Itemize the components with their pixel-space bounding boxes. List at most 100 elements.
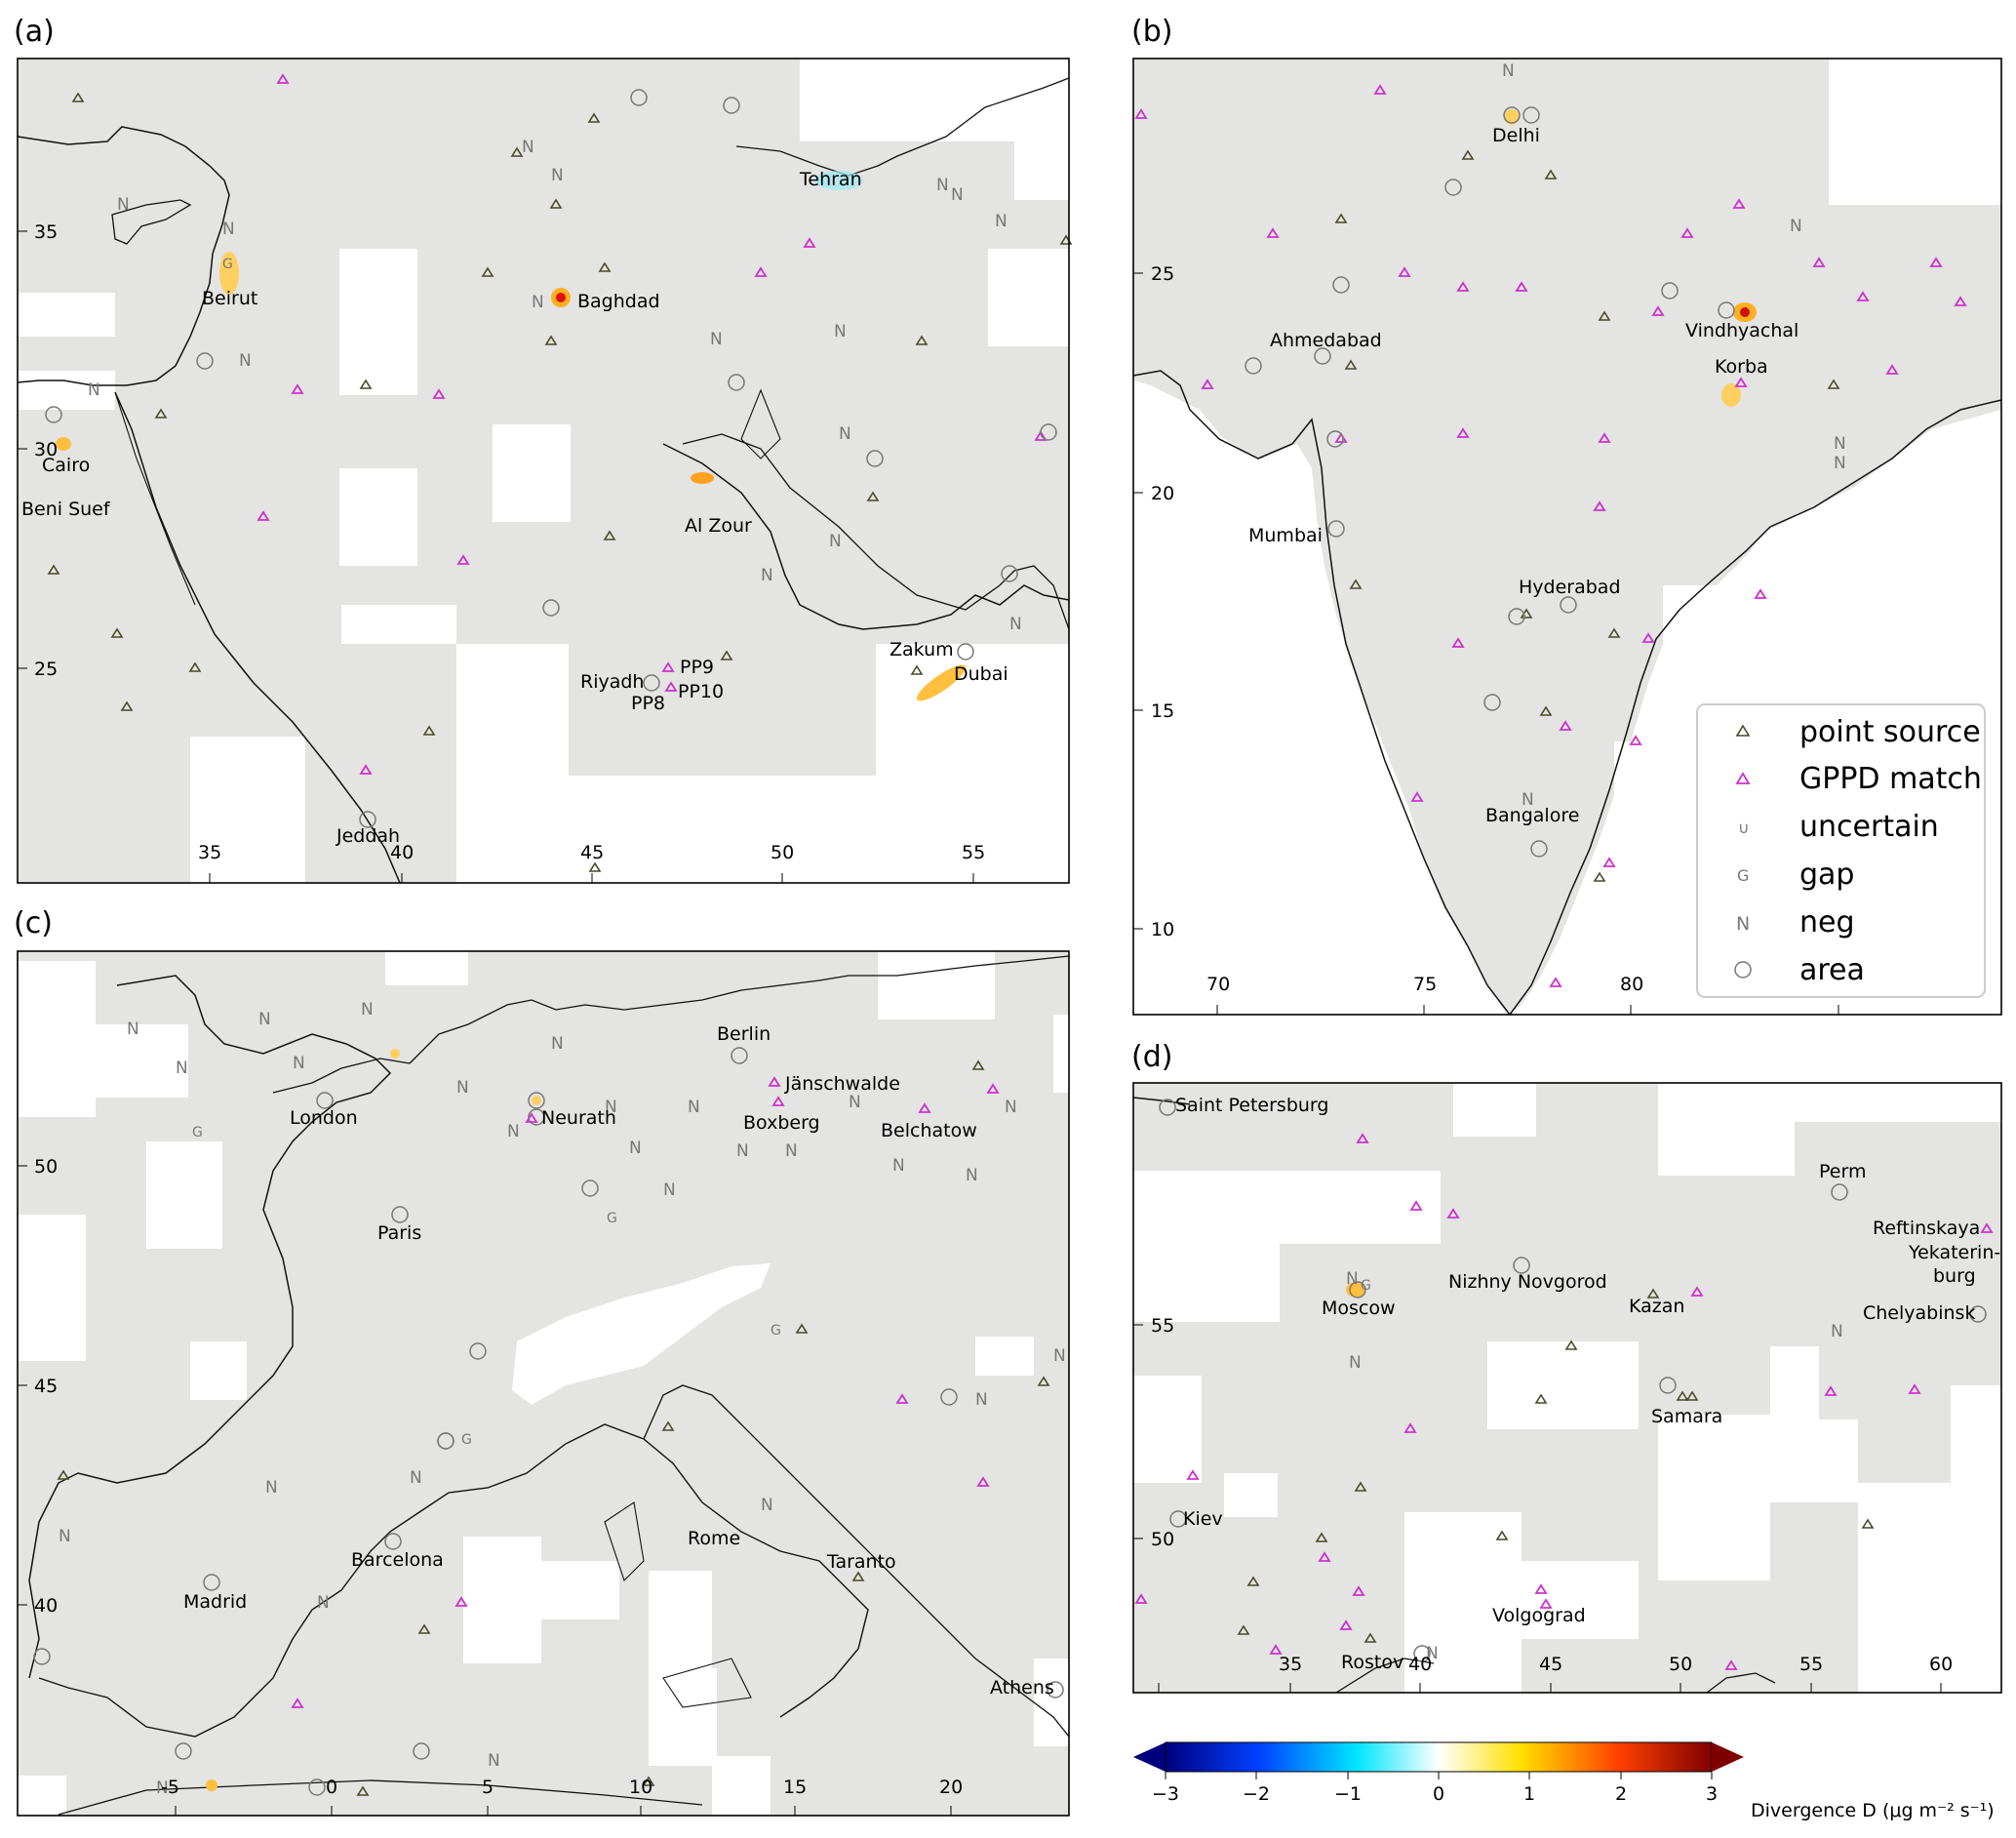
y-tick: 50 [34,1156,58,1178]
svg-text:N: N [317,1593,330,1613]
y-tick: 55 [1151,1315,1174,1337]
svg-text:N: N [663,1180,676,1200]
colorbar-label: Divergence D (μg m⁻² s⁻¹) [1751,1800,1995,1821]
y-tick: 15 [1151,700,1174,722]
city-label: Reftinskaya [1873,1218,1980,1239]
city-label: Baghdad [577,291,660,312]
city-label: Volgograd [1492,1605,1586,1626]
legend-item: N neg [1736,905,1855,939]
legend-item: ∪ uncertain [1738,810,1939,844]
panel-d-markers: N N N N G [1134,1099,1994,1670]
colorbar-tick: 3 [1706,1783,1718,1805]
city-label: Kazan [1629,1296,1684,1317]
legend-item: area [1734,953,1865,987]
svg-text:N: N [995,212,1008,231]
x-tick: 55 [1799,1654,1823,1675]
city-label: Korba [1715,356,1768,378]
city-label: Rostov [1341,1652,1403,1673]
city-label: Bangalore [1485,805,1579,826]
svg-text:N: N [488,1751,500,1771]
panel-b-label: (b) [1131,15,1172,49]
panel-c-ticks: -5 0 5 10 15 20 50 45 40 [18,1156,963,1816]
x-tick: 45 [1539,1654,1562,1675]
panel-d-label: (d) [1131,1040,1172,1074]
y-tick: 25 [1151,263,1174,285]
city-label: Saint Petersburg [1175,1095,1328,1116]
circle-icon [1734,961,1752,979]
x-tick: 60 [1929,1654,1953,1675]
panel-c-label: (c) [14,906,53,940]
city-label: Delhi [1492,125,1540,146]
svg-text:N: N [1009,615,1022,634]
svg-text:N: N [1502,61,1515,81]
legend-item: G gap [1737,858,1854,892]
panel-c-cities: Berlin Jänschwalde London Neurath Boxber… [183,1023,1054,1698]
panel-d-frame [1132,1082,2002,1694]
svg-text:N: N [1831,1322,1843,1341]
city-label: Riyadh [580,671,644,693]
panel-c-markers: N N N N N N N N N N N N N N N N N N N N … [33,1000,1066,1798]
city-label: Neurath [541,1107,616,1129]
city-label: Jänschwalde [784,1073,900,1095]
magenta-triangle-icon [1735,772,1751,784]
legend-item: GPPD match [1735,762,1982,796]
svg-text:gap: gap [1799,858,1854,892]
city-label: Al Zour [685,515,752,537]
city-label: Berlin [717,1023,771,1045]
svg-text:N: N [785,1141,798,1161]
colorbar-ticks: −3 −2 −1 0 1 2 3 [1152,1772,1718,1805]
colorbar: −3 −2 −1 0 1 2 3 Divergence D (μg m⁻² s⁻… [1133,1741,1995,1821]
svg-text:N: N [761,566,773,585]
city-label: Samara [1651,1406,1722,1427]
panel-a-frame [17,58,1070,884]
x-tick: 80 [1620,974,1643,995]
svg-text:N: N [361,1000,374,1019]
city-label: Kiev [1183,1508,1223,1530]
panel-a: (a) [14,15,1073,884]
city-label: Vindhyachal [1685,320,1799,341]
x-tick: 50 [771,842,794,863]
svg-text:N: N [88,380,100,400]
colorbar-tick: −3 [1152,1783,1179,1805]
panel-c-map [18,951,1070,1816]
panel-c-frame [17,950,1070,1817]
svg-text:N: N [966,1166,978,1185]
svg-text:N: N [849,1093,861,1112]
svg-text:G: G [1361,1278,1371,1294]
city-label: PP8 [631,693,665,714]
panel-d-ticks: 35 40 45 50 55 60 55 50 [1133,1315,1953,1693]
panel-a-cities: Tehran Beirut Baghdad Cairo Beni Suef Al… [21,169,1008,847]
svg-text:N: N [1053,1346,1066,1366]
city-label: Beirut [202,288,257,309]
city-label: Yekaterin- [1908,1242,2000,1263]
panel-b: (b) [1131,15,2002,1017]
city-label: Jeddah [336,825,400,847]
svg-text:G: G [192,1125,203,1140]
svg-text:N: N [265,1478,278,1498]
svg-text:N: N [176,1059,188,1078]
svg-text:N: N [1346,1269,1359,1289]
city-label: Moscow [1322,1298,1396,1319]
colorbar-bar [1165,1741,1713,1773]
n-glyph-icon: N [1736,913,1750,935]
x-tick: 55 [962,842,985,863]
panel-b-cities: Delhi Ahmedabad Vindhyachal Korba Mumbai… [1248,125,1799,826]
svg-text:N: N [127,1019,139,1039]
y-tick: 10 [1151,919,1174,940]
city-label: Paris [377,1222,421,1244]
x-tick: 45 [580,842,604,863]
y-tick: 45 [34,1376,58,1397]
panel-a-label: (a) [14,15,55,49]
svg-text:N: N [293,1054,305,1073]
svg-text:point source: point source [1799,715,1981,749]
x-tick: 40 [390,842,414,863]
city-label: Chelyabinsk [1863,1302,1975,1324]
svg-text:neg: neg [1799,905,1855,939]
y-tick: 30 [34,439,58,460]
city-label: burg [1933,1265,1976,1287]
svg-text:G: G [222,257,233,272]
city-label: Rome [688,1528,740,1549]
y-tick: 40 [34,1595,58,1617]
legend: point source GPPD match ∪ uncertain G ga… [1696,703,1986,998]
